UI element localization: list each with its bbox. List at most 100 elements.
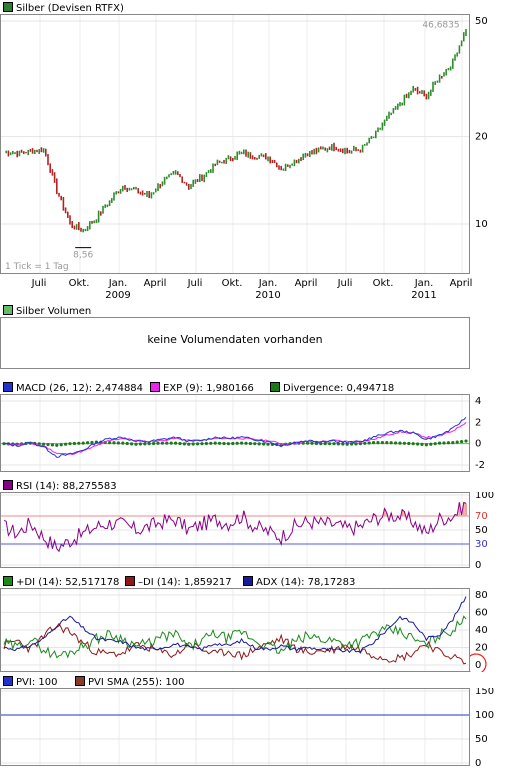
divergence-point [416, 442, 420, 446]
divergence-point [187, 442, 191, 446]
divergence-point [121, 441, 125, 445]
divergence-point [420, 442, 424, 446]
divergence-point [345, 442, 349, 446]
rsi-y-tick-label: 30 [475, 539, 488, 550]
rsi-y-tick-label: 70 [475, 511, 488, 522]
macd-y-tick-label: -2 [475, 460, 485, 471]
minus-di-legend-label: –DI (14): 1,859217 [138, 577, 232, 588]
pvi-chart [1, 689, 469, 765]
divergence-point [138, 442, 142, 446]
pvi-y-axis: 150 100 50 0 [475, 688, 494, 766]
price-panel-label: Silber (Devisen RTFX) [3, 2, 124, 14]
rsi-y-tick-label: 100 [475, 492, 494, 501]
price-y-tick-label: 20 [475, 132, 488, 143]
volume-title: Silber Volumen [16, 306, 92, 317]
pvi-y-tick-label: 0 [475, 758, 481, 766]
divergence-point [147, 442, 151, 446]
divergence-point [213, 441, 217, 445]
divergence-point [240, 441, 244, 445]
divergence-point [174, 441, 178, 445]
rsi-legend: RSI (14): 88,275583 [3, 480, 117, 492]
plus-di-swatch [3, 576, 13, 586]
divergence-point [112, 441, 116, 445]
macd-chart [1, 395, 477, 471]
dmi-chart-frame [0, 588, 470, 672]
divergence-point [50, 443, 55, 447]
price-y-tick-label: 10 [475, 219, 488, 230]
divergence-swatch [270, 382, 280, 392]
macd-y-tick-label: 4 [475, 396, 481, 407]
divergence-point [59, 443, 63, 447]
divergence-point [134, 442, 138, 446]
price-y-tick-label: 50 [475, 16, 488, 27]
macd-legend: MACD (26, 12): 2,474884 EXP (9): 1,98016… [3, 382, 473, 394]
divergence-point [451, 441, 455, 445]
divergence-point [358, 442, 362, 446]
divergence-point [218, 441, 222, 445]
dmi-chart [1, 589, 469, 671]
divergence-point [266, 442, 270, 446]
divergence-point [438, 441, 442, 445]
rsi-y-tick-label: 0 [475, 560, 481, 568]
macd-legend-label: MACD (26, 12): 2,474884 [16, 383, 144, 394]
rsi-chart-frame [0, 492, 470, 568]
divergence-point [235, 441, 239, 445]
plus-di-line [3, 615, 467, 659]
divergence-point [460, 439, 464, 444]
rsi-line [3, 501, 467, 553]
divergence-point [411, 442, 415, 446]
rsi-swatch [3, 480, 13, 490]
volume-empty-message: keine Volumendaten vorhanden [147, 333, 323, 346]
divergence-point [376, 441, 380, 445]
price-x-tick-label: Okt. [373, 278, 394, 289]
divergence-point [433, 442, 437, 446]
divergence-point [130, 442, 134, 446]
price-x-tick-label: April [144, 278, 167, 289]
price-swatch [3, 2, 13, 12]
exp-swatch [150, 382, 160, 392]
divergence-point [77, 441, 81, 445]
pvi-swatch [3, 676, 13, 686]
divergence-point [226, 442, 230, 446]
dmi-y-tick-label: 60 [475, 608, 488, 619]
divergence-point [42, 442, 46, 446]
pvi-chart-frame [0, 688, 470, 766]
divergence-point [81, 441, 85, 445]
divergence-point [46, 442, 50, 447]
price-x-tick-label: Juli [187, 278, 203, 289]
divergence-point [68, 442, 72, 446]
divergence-point [336, 442, 340, 446]
divergence-point [350, 442, 354, 446]
dmi-legend: +DI (14): 52,517178 –DI (14): 1,859217 A… [3, 576, 473, 588]
dmi-y-tick-label: 80 [475, 590, 488, 601]
adx-legend-label: ADX (14): 78,17283 [256, 577, 356, 588]
rsi-chart [1, 493, 469, 567]
divergence-point [341, 442, 345, 446]
adx-line [3, 596, 467, 654]
divergence-point [200, 442, 204, 446]
price-y-axis: 50 20 10 [475, 16, 488, 230]
macd-y-axis: 4 2 0 -2 [475, 396, 485, 471]
divergence-point [204, 441, 208, 446]
macd-y-tick-label: 2 [475, 417, 481, 428]
price-x-tick-label: April [450, 278, 473, 289]
pvi-legend-label: PVI: 100 [16, 677, 58, 688]
divergence-point [178, 441, 182, 446]
divergence-point [394, 441, 398, 445]
price-chart-frame: 46,6835 8,56 1 Tick = 1 Tag [0, 14, 470, 274]
dmi-y-tick-label: 20 [475, 643, 488, 654]
volume-chart-frame [0, 317, 470, 369]
macd-swatch [3, 382, 13, 392]
divergence-point [196, 442, 200, 446]
pvi-sma-legend-label: PVI SMA (255): 100 [88, 677, 185, 688]
divergence-point [182, 442, 186, 446]
divergence-point [152, 441, 156, 446]
exp-legend-label: EXP (9): 1,980166 [163, 383, 254, 394]
volume-swatch [3, 305, 13, 315]
dmi-y-axis: 80 60 40 20 0 [470, 590, 488, 672]
price-x-tick-label: Jan. [414, 278, 434, 289]
price-x-tick-label: Jan. [258, 278, 278, 289]
pvi-sma-swatch [75, 676, 85, 686]
divergence-point [165, 441, 169, 445]
price-x-tick-label: Okt. [69, 278, 90, 289]
